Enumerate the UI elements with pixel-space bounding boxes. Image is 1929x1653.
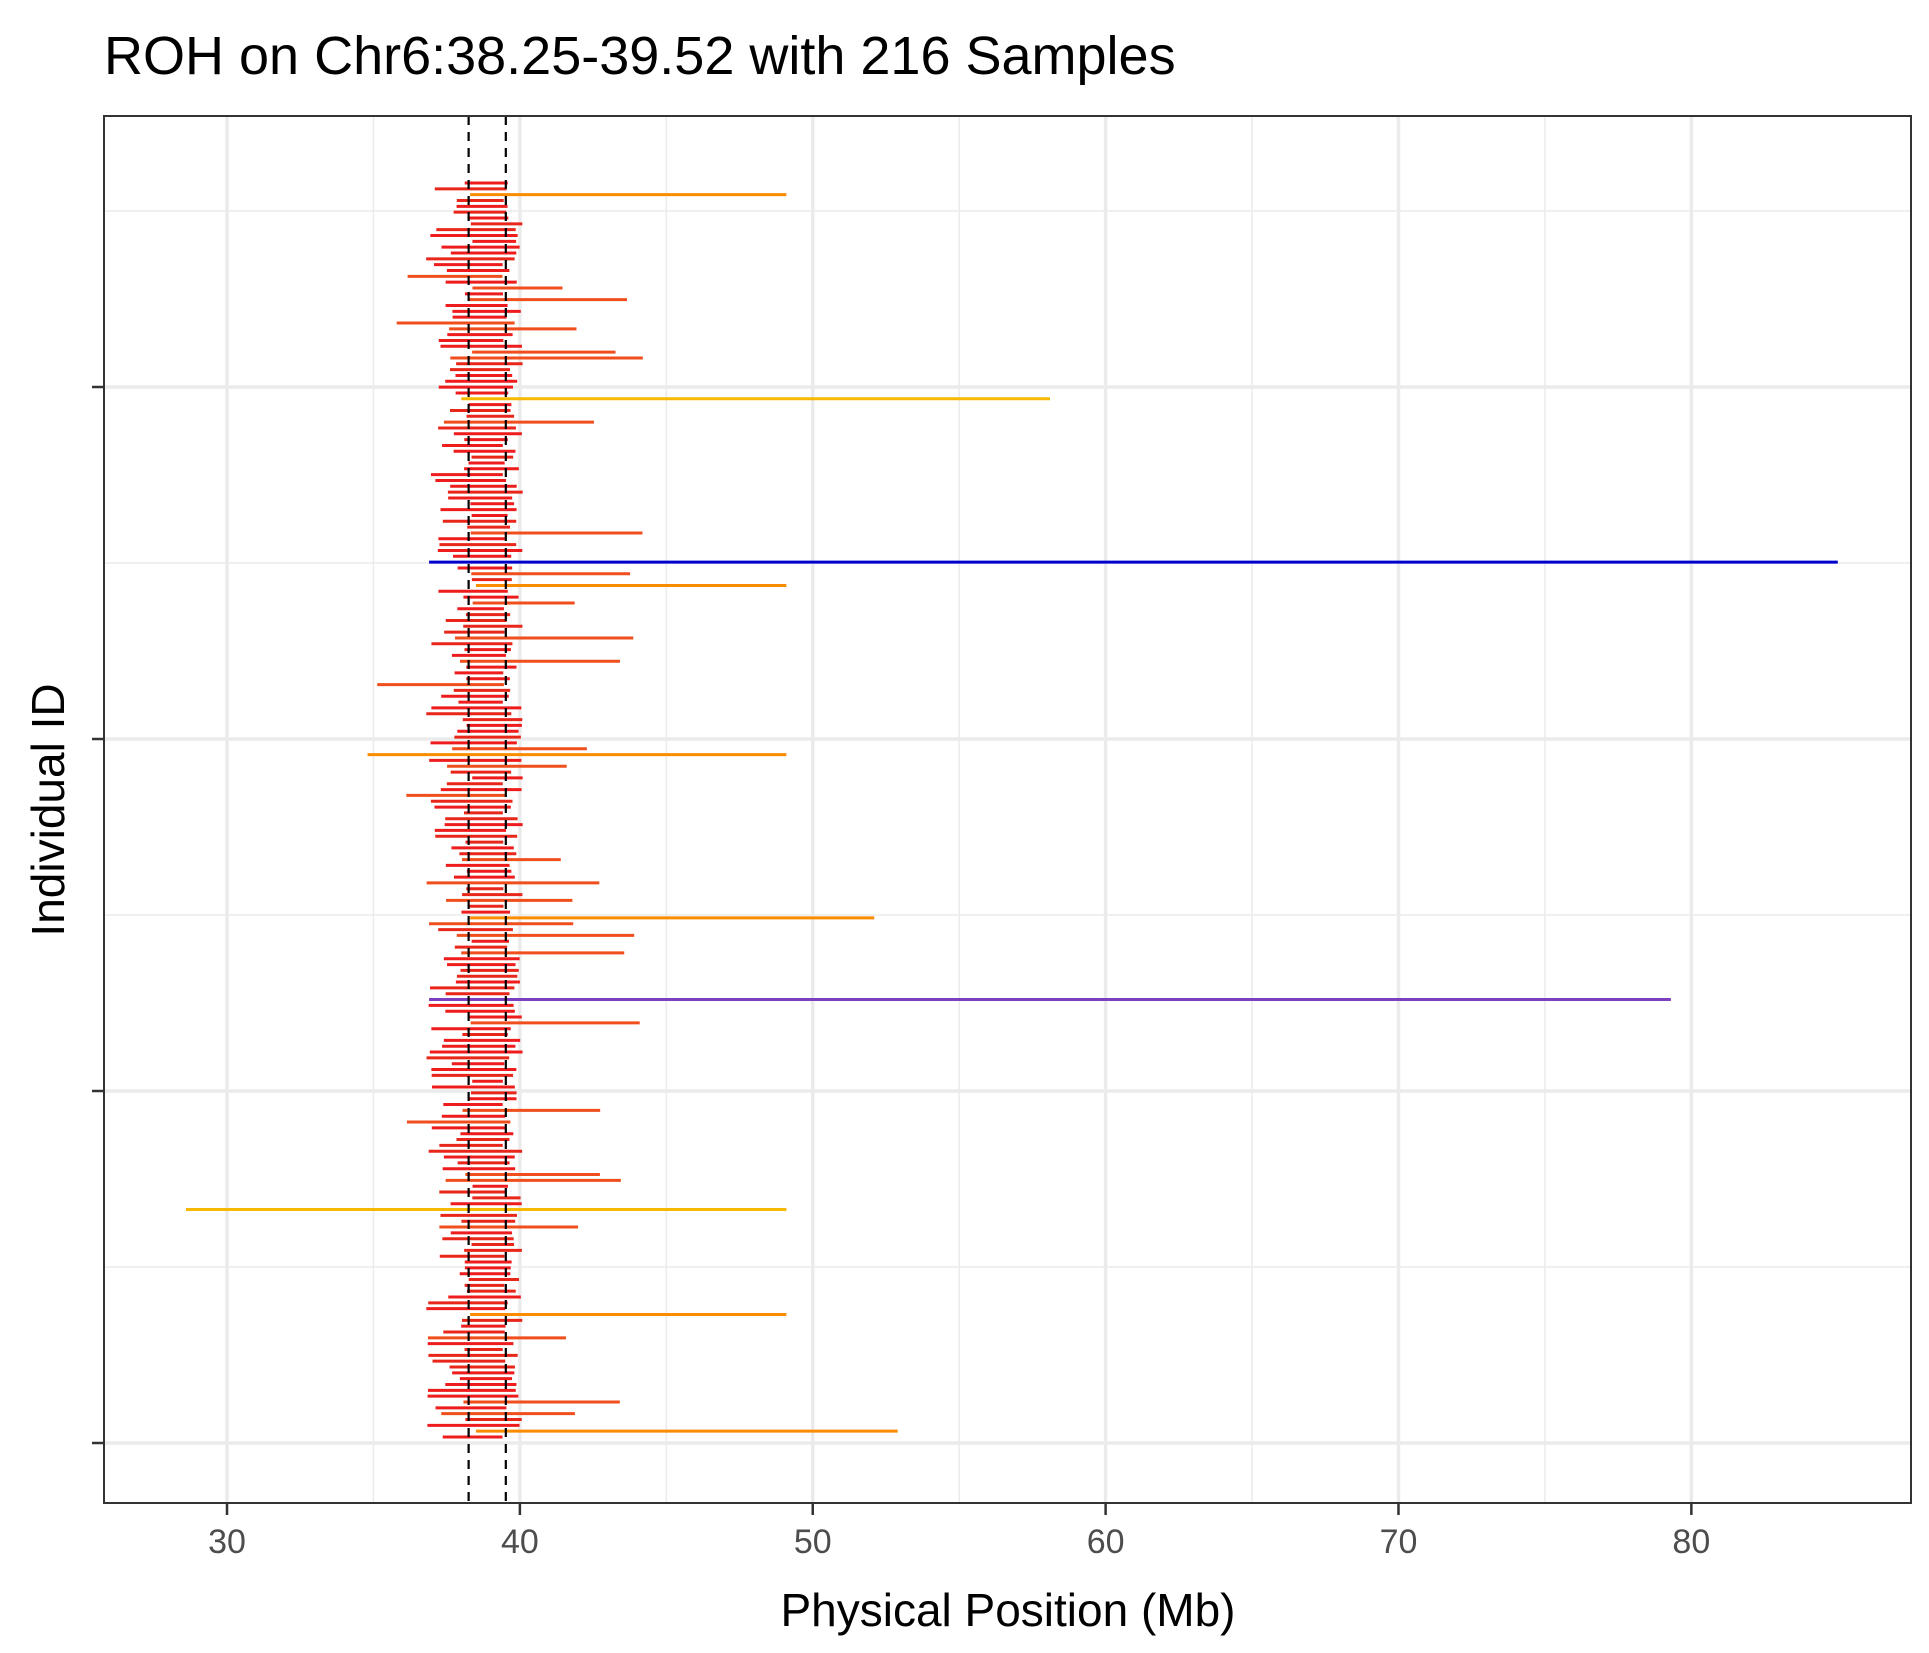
y-axis-label: Individual ID <box>22 683 74 936</box>
chart-title: ROH on Chr6:38.25-39.52 with 216 Samples <box>104 26 1176 86</box>
x-tick-label: 50 <box>794 1523 832 1561</box>
panel-border <box>103 115 1912 1504</box>
x-tick-label: 80 <box>1672 1523 1710 1561</box>
x-axis-label: Physical Position (Mb) <box>780 1584 1235 1636</box>
x-tick-label: 60 <box>1087 1523 1125 1561</box>
x-tick-label: 30 <box>208 1523 246 1561</box>
x-tick-label: 70 <box>1380 1523 1418 1561</box>
plot-area: 30 40 50 60 70 80 <box>92 115 1912 1561</box>
x-tick-label: 40 <box>501 1523 539 1561</box>
